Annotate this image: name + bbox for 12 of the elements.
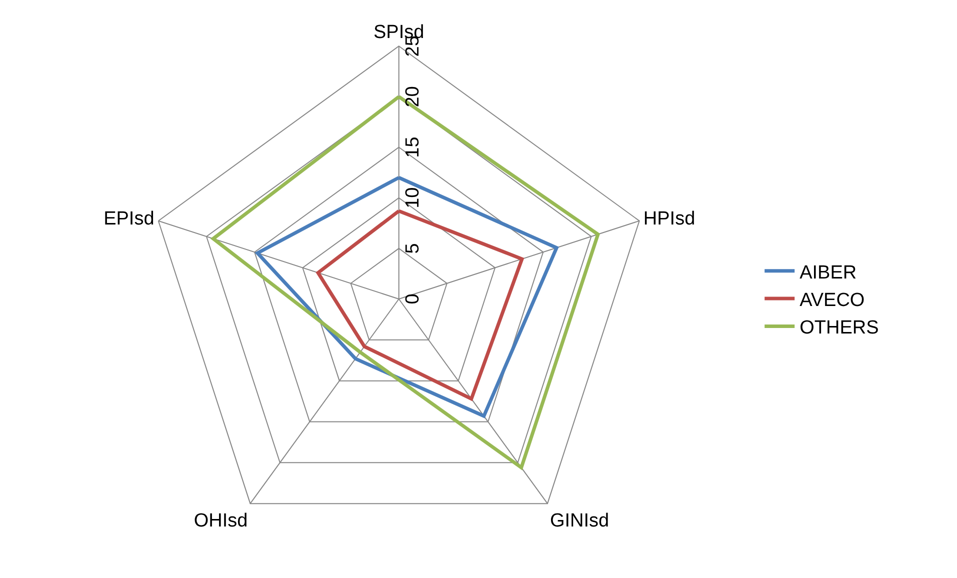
legend-label: AIBER bbox=[800, 262, 857, 284]
spoke-label: GINIsd bbox=[550, 510, 610, 532]
spoke-label: OHIsd bbox=[194, 510, 248, 532]
y-tick-label: 10 bbox=[402, 187, 424, 208]
spoke-label: EPIsd bbox=[104, 208, 154, 230]
y-tick-label: 5 bbox=[402, 243, 424, 254]
y-tick-label: 20 bbox=[402, 86, 424, 108]
legend-label: AVECO bbox=[800, 290, 865, 311]
y-tick-label: 0 bbox=[402, 294, 424, 304]
spoke-label: HPIsd bbox=[643, 208, 696, 230]
y-tick-label: 15 bbox=[402, 136, 424, 158]
legend-label: OTHERS bbox=[800, 318, 879, 339]
